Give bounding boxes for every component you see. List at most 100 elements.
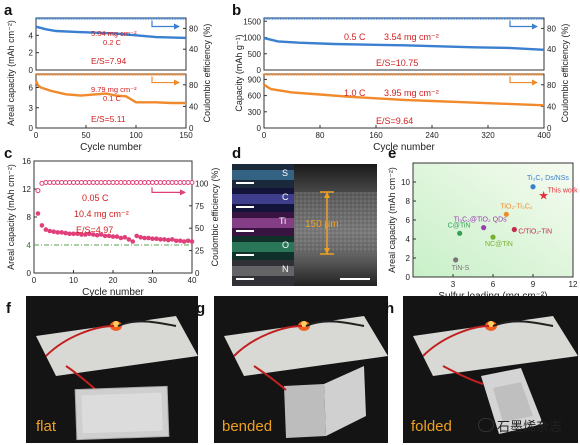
b-top-annot-2: E/S=10.75: [376, 58, 418, 68]
a-xtick-label-2: 100: [129, 131, 143, 140]
b-bottom-ytick-label-1: 300: [248, 108, 262, 117]
e-point-label-2: TiO₂-Ti₃C₂: [500, 203, 533, 210]
b-xtick-label-0: 0: [262, 131, 267, 140]
c-capacity-point-16: [98, 232, 104, 237]
b-bottom-y2tick-label-1: 40: [547, 102, 556, 111]
e-point-label-1: This work: [548, 187, 578, 194]
c-ce-point-12: [82, 180, 88, 186]
element-label-o: O: [282, 240, 289, 250]
c-annot-2: E/S=4.97: [76, 225, 113, 235]
c-capacity-point-10: [75, 231, 80, 237]
e-ytick-label-3: 6: [406, 216, 411, 225]
b-bottom-ytick-label-2: 600: [248, 92, 262, 101]
watermark: 石墨烯杂志: [478, 416, 562, 435]
watermark-icon: [478, 418, 494, 432]
c-y2label: Coulombic efficiency (%): [210, 168, 220, 267]
c-capacity-point-3: [47, 228, 53, 234]
e-ytick-label-5: 10: [401, 178, 410, 187]
c-y2tick-label-3: 75: [195, 202, 204, 211]
c-annot-1: 10.4 mg cm⁻²: [74, 209, 129, 219]
c-ce-point-26: [138, 180, 144, 186]
c-ce-point-1: [39, 180, 45, 186]
b-xtick-label-5: 400: [537, 131, 551, 140]
c-capacity-point-21: [118, 235, 124, 241]
c-capacity-point-30: [154, 236, 159, 241]
b-top-ytick-label-2: 1000: [243, 34, 261, 43]
b-top-y2tick-label-1: 80: [547, 24, 556, 33]
c-ce-point-24: [130, 180, 136, 186]
b-xlabel: Cycle number: [373, 142, 435, 153]
panel-label-e: e: [388, 145, 397, 162]
b-bottom-y2tick-label-0: 0: [547, 124, 552, 133]
c-ce-point-18: [106, 180, 112, 186]
sem-image: S C Ti O N 150 μm: [232, 164, 377, 286]
a-top-y2tick-label-1: 80: [189, 24, 198, 33]
c-ce-point-15: [94, 180, 100, 186]
c-capacity-point-0: [35, 211, 41, 216]
c-ce-point-35: [173, 180, 179, 186]
c-ce-point-9: [71, 180, 76, 186]
c-ce-point-14: [90, 180, 96, 186]
b-top-annot-1: 3.54 mg cm⁻²: [384, 32, 439, 42]
a-top-ytick-label-1: 2: [29, 49, 34, 58]
b-bottom-capacity-series: [263, 83, 545, 107]
b-bottom-ytick-label-3: 900: [248, 75, 262, 84]
c-ce-point-28: [146, 180, 152, 186]
c-ce-point-32: [161, 180, 167, 186]
e-point-7: [453, 257, 459, 263]
c-capacity-point-2: [43, 227, 49, 232]
c-xtick-label-3: 30: [148, 276, 157, 285]
photo-label-bended: bended: [222, 418, 273, 435]
panel-label-c: c: [4, 145, 13, 162]
a-ylabel: Areal capacity (mAh cm⁻²): [6, 20, 16, 126]
a-bottom-annot-0: 9.79 mg cm⁻²: [91, 85, 137, 94]
c-ytick-label-2: 8: [27, 213, 32, 222]
c-ce-point-10: [74, 180, 80, 186]
e-point-3: [511, 226, 517, 233]
a-top-arrowhead: [174, 23, 180, 30]
b-bottom-annot-1: 3.95 mg cm⁻²: [384, 88, 439, 98]
e-point-label-6: NC@TiN: [485, 241, 513, 248]
c-capacity-point-33: [166, 237, 171, 243]
c-ce-point-5: [55, 180, 61, 186]
c-ce-point-27: [142, 180, 148, 186]
a-xtick-label-0: 0: [34, 131, 39, 140]
c-capacity-point-36: [177, 238, 183, 244]
c-capacity-point-38: [185, 238, 191, 244]
a-bottom-ytick-label-0: 0: [29, 124, 34, 133]
a-bottom-frame: [35, 73, 187, 129]
c-ce-point-22: [122, 180, 128, 186]
c-ce-point-11: [78, 180, 84, 186]
panel-label-f: f: [6, 300, 11, 317]
c-ce-point-23: [126, 180, 132, 186]
element-label-n: N: [282, 264, 289, 274]
b-bottom-ytick-label-0: 0: [257, 124, 262, 133]
e-xtick-label-1: 6: [491, 280, 496, 289]
e-point-0: [530, 184, 536, 190]
c-capacity-point-28: [146, 235, 151, 241]
element-label-s: S: [282, 168, 288, 178]
watermark-text: 石墨烯杂志: [497, 420, 563, 435]
b-top-ytick-label-1: 500: [248, 50, 262, 59]
c-ce-point-36: [177, 180, 183, 186]
c-ce-point-34: [169, 180, 175, 186]
a-xlabel: Cycle number: [80, 142, 142, 153]
c-ce-point-33: [165, 180, 171, 186]
a-bottom-annot-2: E/S=5.11: [91, 114, 126, 124]
c-xtick-label-2: 20: [109, 276, 118, 285]
b-top-annot-0: 0.5 C: [344, 32, 366, 42]
c-y2tick-label-0: 0: [195, 269, 200, 278]
b-xtick-label-2: 160: [369, 131, 383, 140]
c-capacity-point-12: [83, 232, 88, 237]
c-ce-point-2: [43, 180, 49, 186]
a-y2label: Coulombic efficiency (%): [202, 24, 212, 123]
a-bottom-y2tick-label-1: 40: [189, 102, 198, 111]
c-ce-point-19: [110, 180, 116, 186]
chart-a: 0 2 4 40 80 5.04 mg cm⁻²0.2 C E/S=7.94 0 3 6 0 40 80…: [6, 17, 212, 153]
panel-label-g: g: [196, 300, 206, 317]
b-bottom-annot-2: E/S=9.64: [376, 116, 413, 126]
photo-flat-drawing: [26, 296, 198, 443]
c-capacity-point-22: [122, 235, 128, 240]
c-ce-point-37: [181, 180, 187, 186]
c-capacity-point-6: [59, 230, 64, 235]
